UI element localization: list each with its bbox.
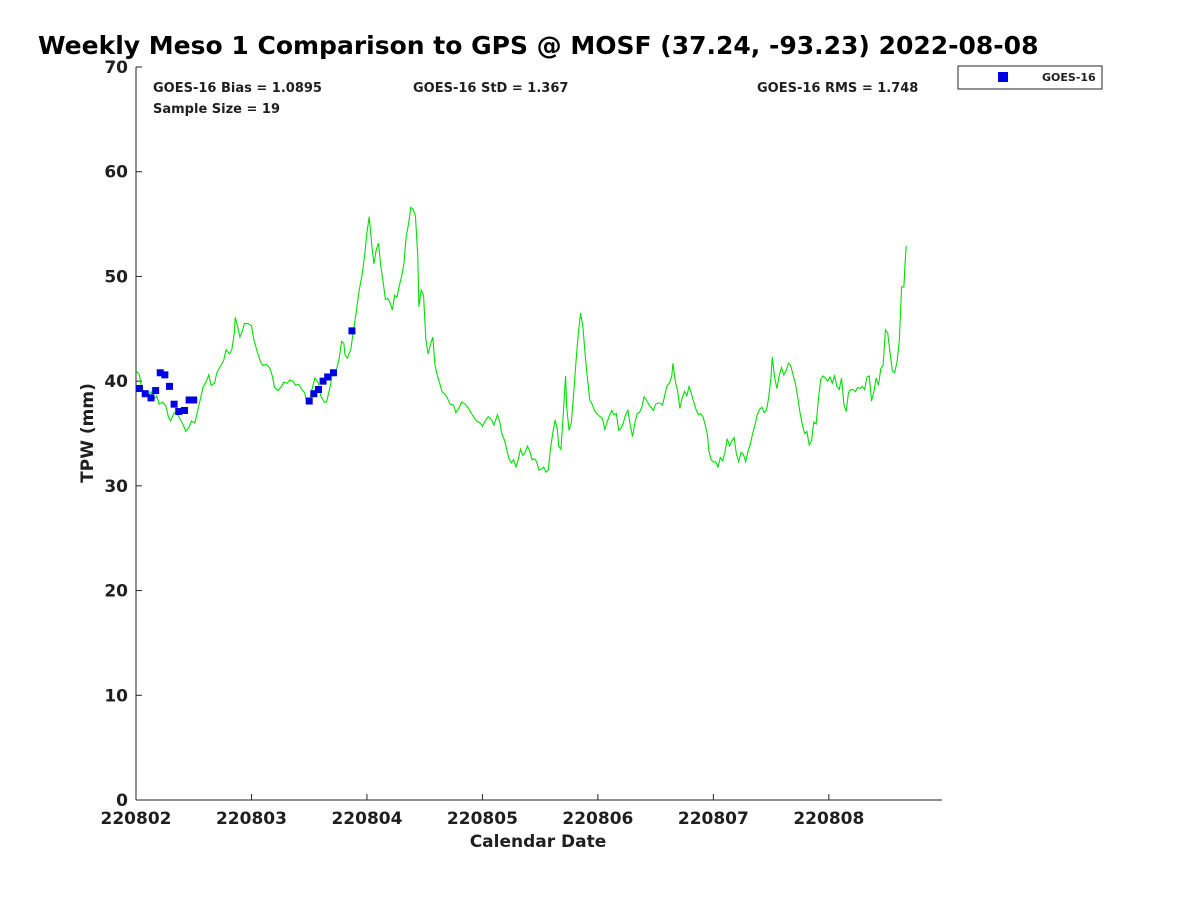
goes16-point [324, 373, 332, 381]
y-tick-label: 0 [116, 791, 128, 811]
bias-annotation: GOES-16 Bias = 1.0895 [153, 81, 322, 96]
y-axis-label: TPW (mm) [78, 383, 98, 483]
goes16-point [329, 369, 337, 377]
goes16-point [141, 390, 149, 398]
x-tick-label: 220805 [447, 809, 518, 829]
y-tick-label: 50 [104, 267, 128, 287]
legend-box [957, 65, 1103, 90]
y-tick-label: 60 [104, 163, 128, 183]
x-axis-label: Calendar Date [470, 832, 607, 852]
y-axis-ticks: 0 10 20 30 40 50 60 70 [104, 58, 142, 811]
y-tick-label: 40 [104, 372, 128, 392]
goes16-point [161, 371, 169, 379]
goes16-point [152, 387, 160, 395]
goes16-point [190, 396, 198, 404]
legend: GOES-16 [957, 65, 1103, 90]
goes16-point [135, 384, 143, 392]
goes16-point [319, 377, 327, 385]
rms-annotation: GOES-16 RMS = 1.748 [757, 81, 918, 96]
x-axis-ticks: 220802 220803 220804 220805 220806 220807 2208… [101, 794, 864, 829]
x-tick-label: 220803 [216, 809, 287, 829]
x-tick-label: 220808 [793, 809, 864, 829]
goes16-point [175, 408, 183, 416]
y-tick-label: 20 [104, 582, 128, 602]
goes16-point [147, 394, 155, 402]
y-tick-label: 30 [104, 477, 128, 497]
sample-size-annotation: Sample Size = 19 [153, 102, 280, 117]
y-tick-label: 70 [104, 58, 128, 78]
plot-frame [135, 67, 942, 801]
chart-title: Weekly Meso 1 Comparison to GPS @ MOSF (… [38, 31, 1038, 60]
x-tick-label: 220802 [101, 809, 172, 829]
std-annotation: GOES-16 StD = 1.367 [413, 81, 568, 96]
x-tick-label: 220806 [562, 809, 633, 829]
gps-series-line [135, 206, 907, 474]
goes16-point [165, 382, 173, 390]
series-layer [135, 206, 907, 474]
y-tick-label: 10 [104, 686, 128, 706]
goes16-point [305, 397, 313, 405]
goes16-point [314, 386, 322, 394]
x-tick-label: 220807 [678, 809, 749, 829]
legend-label-goes16: GOES-16 [1042, 71, 1096, 84]
goes16-point [185, 396, 193, 404]
goes16-point [156, 369, 164, 377]
x-tick-label: 220804 [331, 809, 402, 829]
goes16-point [180, 406, 188, 414]
legend-marker-goes16 [998, 72, 1008, 82]
goes16-point [310, 390, 318, 398]
goes16-point [170, 400, 178, 408]
goes16-point [348, 327, 356, 335]
